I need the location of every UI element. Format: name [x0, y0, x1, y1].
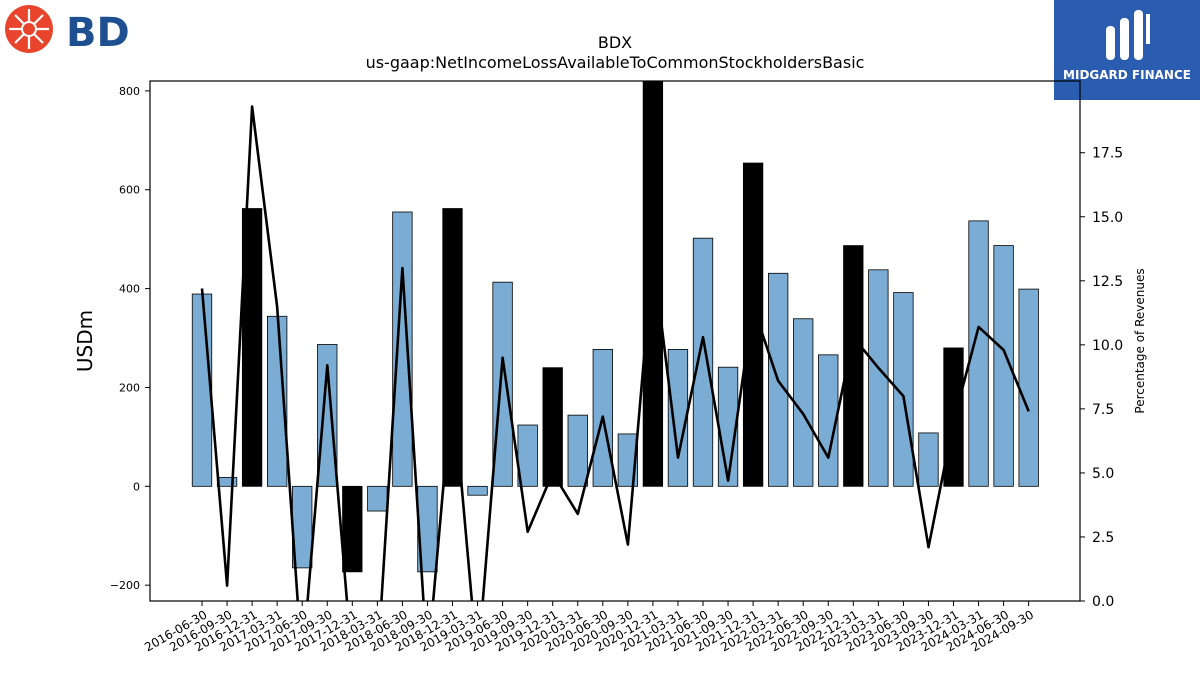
bar-2018-03-31	[367, 485, 388, 512]
y2-axis-label: Percentage of Revenues	[1133, 268, 1147, 413]
bar-2020-03-31	[567, 414, 588, 487]
y-tick-label: −200	[110, 579, 140, 592]
starburst-logo-icon	[5, 5, 53, 53]
percentage-line	[200, 105, 1030, 601]
bar-2023-03-31	[868, 269, 889, 487]
axes-layer: −200 0 200 400 600 800 0.0 2.5 5.0 7.5 10.0 12.5 15.…	[110, 80, 1123, 654]
bar-2022-06-30	[793, 318, 814, 487]
bar-2019-06-30	[492, 281, 513, 487]
bar-2020-12-31	[642, 81, 664, 487]
chart-title: BDX	[598, 33, 632, 52]
y2-tick-label: 7.5	[1092, 402, 1114, 418]
bar-2017-12-31	[342, 485, 363, 573]
bar-2021-06-30	[692, 237, 714, 487]
y-tick-label: 800	[119, 85, 140, 98]
midgard-mark-icon	[1106, 10, 1150, 60]
bar-2024-06-30	[993, 245, 1014, 487]
bar-2023-09-30	[918, 432, 939, 487]
chart-subtitle: us-gaap:NetIncomeLossAvailableToCommonSt…	[366, 53, 865, 72]
y-tick-label: 0	[133, 480, 140, 493]
bar-2018-12-31	[442, 208, 463, 487]
line-layer	[200, 105, 1030, 601]
y-tick-label: 400	[119, 283, 140, 296]
bar-2019-03-31	[467, 485, 488, 496]
bar-2022-09-30	[818, 354, 839, 487]
bar-2020-09-30	[617, 433, 638, 487]
bars-layer	[191, 81, 1039, 573]
y2-tick-label: 10.0	[1092, 338, 1123, 354]
bar-2021-12-31	[742, 162, 764, 487]
y2-tick-label: 12.5	[1092, 274, 1123, 290]
bd-logo: BD	[4, 4, 139, 56]
bd-logo-text: BD	[66, 10, 130, 56]
bar-2018-06-30	[392, 211, 413, 487]
y2-tick-label: 0.0	[1092, 594, 1114, 610]
bar-2016-06-30	[191, 293, 213, 487]
midgard-finance-logo: MIDGARD FINANCE	[1054, 0, 1200, 100]
y-tick-label: 200	[119, 381, 140, 394]
y2-tick-label: 17.5	[1092, 146, 1123, 162]
y2-tick-label: 2.5	[1092, 530, 1114, 546]
bar-2019-12-31	[542, 367, 563, 487]
y2-tick-label: 15.0	[1092, 210, 1123, 226]
bar-2024-03-31	[968, 220, 989, 487]
y-tick-label: 600	[119, 184, 140, 197]
bar-2024-09-30	[1018, 288, 1039, 487]
plot-frame	[149, 80, 1081, 602]
bar-2023-06-30	[893, 292, 914, 487]
bar-2022-12-31	[843, 245, 864, 487]
y-axis-label: USDm	[73, 310, 97, 372]
bar-2016-12-31	[241, 208, 263, 487]
bar-2021-03-31	[667, 349, 689, 487]
y2-tick-label: 5.0	[1092, 466, 1114, 482]
midgard-finance-text: MIDGARD FINANCE	[1063, 68, 1191, 82]
bar-2017-09-30	[317, 344, 338, 487]
